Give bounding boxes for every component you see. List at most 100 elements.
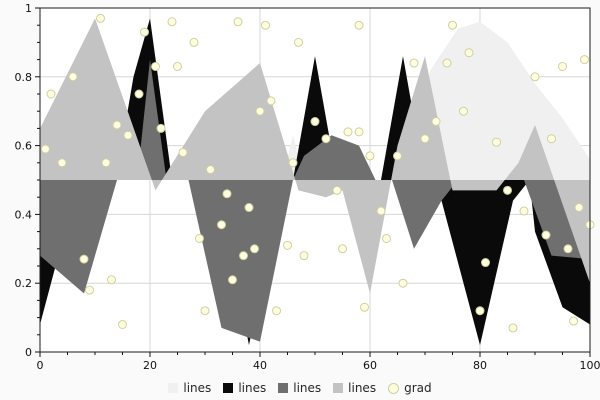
scatter-point <box>195 233 204 243</box>
scatter-point <box>85 285 94 295</box>
scatter-point <box>481 258 490 268</box>
scatter-point <box>272 306 281 316</box>
legend-label: lines <box>293 381 322 395</box>
scatter-point <box>338 244 347 254</box>
legend-label: grad <box>404 381 432 395</box>
scatter-point <box>354 20 364 30</box>
x-tick-label: 80 <box>473 359 487 372</box>
scatter-point <box>442 58 452 68</box>
scatter-point <box>360 302 369 312</box>
scatter-point <box>140 27 149 37</box>
scatter-point <box>299 251 309 261</box>
y-tick-label: 0.6 <box>15 140 33 153</box>
scatter-point <box>503 185 512 195</box>
scatter-point <box>492 137 501 147</box>
legend-label: lines <box>348 381 377 395</box>
scatter-point <box>217 220 226 230</box>
scatter-point <box>228 275 237 285</box>
legend-rect-swatch <box>223 383 234 393</box>
scatter-point <box>321 134 331 144</box>
scatter-point <box>118 319 127 329</box>
scatter-point <box>569 316 578 326</box>
scatter-point <box>46 89 56 99</box>
y-tick-label: 0.4 <box>15 208 33 221</box>
scatter-point <box>393 151 402 161</box>
y-tick-label: 0 <box>25 346 32 359</box>
scatter-point <box>68 72 78 82</box>
scatter-point <box>459 106 468 116</box>
scatter-point <box>222 189 232 199</box>
scatter-point <box>57 158 67 168</box>
scatter-point <box>420 134 430 144</box>
scatter-point <box>239 251 248 261</box>
scatter-point <box>283 240 292 250</box>
scatter-point <box>475 306 485 316</box>
scatter-point <box>354 127 364 137</box>
scatter-point <box>167 17 177 27</box>
scatter-point <box>151 61 160 71</box>
scatter-point <box>332 185 342 195</box>
scatter-point <box>580 55 589 65</box>
scatter-point <box>398 278 408 288</box>
scatter-point <box>382 233 391 243</box>
scatter-point <box>200 306 210 316</box>
legend-dot-swatch <box>388 382 400 394</box>
scatter-point <box>156 123 166 133</box>
scatter-point <box>250 244 259 254</box>
y-tick-label: 0.2 <box>15 277 33 290</box>
legend-label: lines <box>183 381 212 395</box>
x-tick-label: 40 <box>253 359 267 372</box>
scatter-point <box>101 158 111 168</box>
scatter-point <box>107 275 116 285</box>
scatter-point <box>288 158 298 168</box>
scatter-point <box>244 203 254 213</box>
scatter-point <box>343 127 353 137</box>
scatter-point <box>574 203 584 213</box>
scatter-point <box>173 61 182 71</box>
x-tick-label: 60 <box>363 359 377 372</box>
legend-item: lines <box>223 381 266 395</box>
legend: lines lines lines lines grad <box>0 381 600 395</box>
legend-item: grad <box>388 381 432 395</box>
scatter-point <box>112 120 122 130</box>
y-tick-label: 0.8 <box>15 71 33 84</box>
legend-item: lines <box>278 381 321 395</box>
scatter-point <box>255 106 265 116</box>
scatter-point <box>541 230 551 240</box>
scatter-point <box>409 58 419 68</box>
scatter-point <box>431 117 441 127</box>
x-tick-label: 0 <box>37 359 44 372</box>
scatter-point <box>96 13 105 23</box>
y-tick-label: 1 <box>25 2 32 15</box>
legend-item: lines <box>168 381 211 395</box>
x-tick-label: 20 <box>143 359 157 372</box>
scatter-point <box>508 323 518 333</box>
scatter-point <box>530 72 540 82</box>
legend-rect-swatch <box>333 383 344 393</box>
scatter-point <box>79 254 89 264</box>
area-series <box>40 21 590 181</box>
scatter-point <box>206 165 215 175</box>
legend-item: lines <box>333 381 376 395</box>
area-series <box>40 18 590 294</box>
scatter-point <box>123 130 133 140</box>
legend-rect-swatch <box>278 383 289 393</box>
scatter-point <box>189 37 199 47</box>
scatter-point <box>464 48 474 58</box>
scatter-point <box>558 61 567 71</box>
x-tick-label: 100 <box>580 359 600 372</box>
scatter-point <box>266 96 276 106</box>
legend-label: lines <box>238 381 267 395</box>
scatter-point <box>233 17 243 27</box>
scatter-point <box>448 20 457 30</box>
scatter-point <box>310 117 320 127</box>
scatter-point <box>178 147 188 157</box>
scatter-point <box>41 144 50 154</box>
legend-rect-swatch <box>168 383 179 393</box>
scatter-point <box>547 134 556 144</box>
scatter-point <box>365 151 375 161</box>
scatter-point <box>134 89 144 99</box>
scatter-point <box>519 206 529 216</box>
